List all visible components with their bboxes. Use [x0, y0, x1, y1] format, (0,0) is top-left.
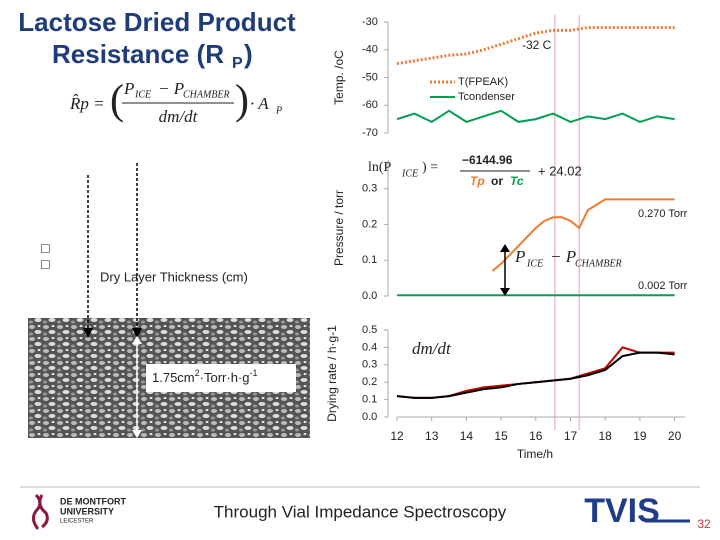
eq-den: dm/dt	[159, 107, 199, 126]
equation: + 24.02	[538, 163, 582, 178]
equation: Tp	[470, 174, 485, 188]
arrow-head	[83, 328, 93, 338]
x-tick-label: 13	[425, 429, 439, 443]
x-tick-label: 12	[390, 429, 404, 443]
y-tick-label: -50	[362, 71, 378, 83]
equation: or	[491, 174, 503, 188]
y-tick-label: 0.4	[362, 341, 377, 353]
y-axis-label: Pressure / torr	[332, 190, 346, 266]
arrow-head	[132, 328, 142, 338]
y-tick-label: 0.1	[362, 394, 377, 406]
boxes: □□	[37, 240, 53, 272]
y-tick-label: -70	[362, 127, 378, 139]
thickness-label: Dry Layer Thickness (cm)	[100, 269, 248, 284]
difference-label: ICE	[526, 258, 543, 269]
resistance-part: ·Torr·h·g	[200, 370, 250, 385]
annotation: dm/dt	[412, 339, 452, 358]
y-tick-label: -40	[362, 44, 378, 56]
difference-label: P	[514, 247, 525, 266]
equation: ICE	[401, 168, 418, 179]
y-tick-label: 0.0	[362, 290, 377, 302]
annotation: 0.002 Torr	[638, 280, 688, 292]
x-tick-label: 18	[599, 429, 613, 443]
x-tick-label: 14	[460, 429, 474, 443]
resistance-value: 1.75cm2·Torr·h·g-1	[152, 368, 258, 385]
x-axis-label: Time/h	[517, 447, 553, 461]
page-number: 32	[697, 517, 711, 531]
x-tick-label: 15	[494, 429, 508, 443]
x-tick-label: 16	[529, 429, 543, 443]
brand: TVIS	[584, 492, 660, 530]
title-end: )	[244, 39, 253, 69]
difference-label: − P	[550, 247, 576, 266]
logo-mark	[31, 493, 49, 530]
y-tick-label: -30	[362, 16, 378, 28]
y-axis-label: Drying rate / h·g-1	[325, 325, 339, 422]
difference-label: CHAMBER	[575, 258, 622, 269]
annotation: -32 C	[522, 38, 552, 52]
y-tick-label: 0.3	[362, 359, 377, 371]
y-tick-label: 0.0	[362, 411, 377, 423]
resistance-part: -1	[250, 368, 258, 378]
series-line	[396, 351, 675, 399]
y-tick-label: 0.5	[362, 324, 377, 336]
logo-text: LEICESTER	[60, 519, 94, 525]
x-tick-label: 20	[668, 429, 682, 443]
footer-text: Through Vial Impedance Spectroscopy	[214, 502, 507, 521]
logo-text: UNIVERSITY	[60, 506, 114, 516]
x-tick-label: 19	[633, 429, 647, 443]
y-tick-label: 0.2	[362, 218, 377, 230]
annotation: 0.270 Torr	[638, 208, 688, 220]
series-line	[396, 109, 675, 124]
eq-area: · A	[250, 94, 269, 113]
resistance-part: 2	[195, 368, 200, 378]
resistance-part: 1.75cm	[152, 370, 195, 385]
legend-label: Tcondenser	[458, 91, 515, 103]
paren: )	[235, 78, 249, 124]
paren: (	[110, 78, 124, 124]
value-box	[146, 364, 296, 392]
legend-label: T(FPEAK)	[458, 76, 508, 88]
x-tick-label: 17	[564, 429, 578, 443]
eq-lhs: R̂p =	[69, 94, 105, 113]
equation: −6144.96	[462, 153, 513, 167]
y-tick-label: 0.1	[362, 254, 377, 266]
logo-text: DE MONTFORT	[60, 496, 126, 506]
y-axis-label: Temp. /oC	[332, 50, 346, 105]
y-tick-label: 0.3	[362, 183, 377, 195]
equation: ln(P	[368, 160, 392, 175]
y-tick-label: 0.2	[362, 376, 377, 388]
y-tick-label: -60	[362, 99, 378, 111]
series-line	[491, 198, 675, 272]
eq-num-sub: CHAMBER	[183, 89, 230, 100]
eq-num: − P	[158, 79, 184, 98]
eq-num-sub: ICE	[134, 89, 151, 100]
title-line2: Resistance (R	[52, 39, 224, 69]
title-line1: Lactose Dried Product	[18, 7, 296, 37]
eq-area-sub: P	[275, 105, 282, 116]
eq-num: P	[123, 79, 134, 98]
equation: Tc	[510, 174, 524, 188]
equation: ) =	[422, 160, 438, 175]
title-sub: P	[232, 55, 243, 72]
